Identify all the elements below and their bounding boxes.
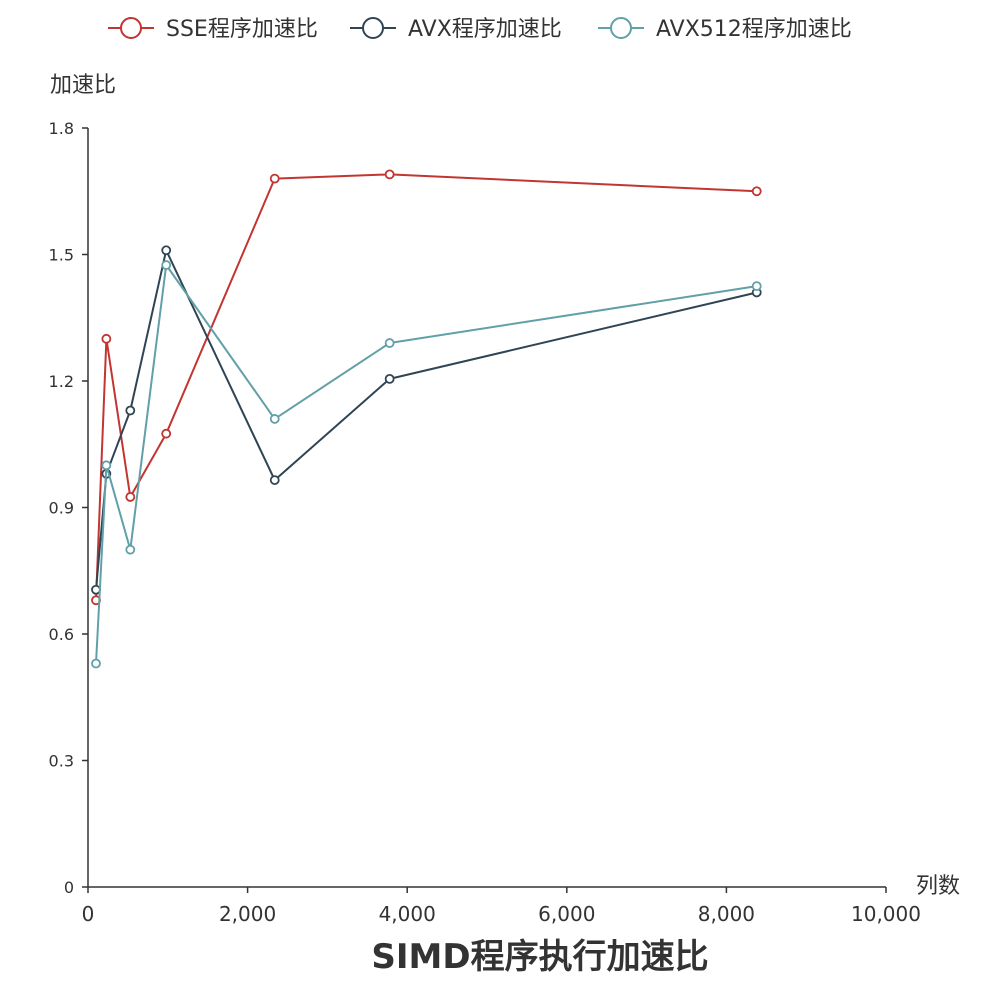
x-tick-label: 4,000: [379, 902, 436, 926]
y-tick-label: 0.3: [49, 752, 74, 771]
chart-title: SIMD程序执行加速比: [371, 937, 708, 977]
data-point: [384, 373, 395, 384]
x-tick-label: 6,000: [538, 902, 595, 926]
x-axis-label: 列数: [916, 874, 960, 899]
data-point: [161, 245, 172, 256]
x-tick-label: 8,000: [698, 902, 755, 926]
data-point: [384, 338, 395, 348]
data-point: [161, 428, 172, 439]
data-point: [269, 475, 280, 485]
y-tick-label: 0: [64, 878, 74, 897]
x-tick-label: 0: [82, 902, 95, 926]
data-point: [269, 173, 280, 184]
data-point: [125, 544, 136, 555]
series-2: [91, 245, 762, 595]
legend-label: SSE程序加速比: [166, 17, 318, 42]
y-tick-label: 1.5: [49, 246, 74, 265]
legend-marker: [120, 17, 142, 39]
data-point: [125, 405, 136, 416]
series-line: [95, 264, 757, 664]
y-tick-label: 0.9: [49, 499, 74, 518]
legend-marker: [362, 17, 384, 39]
y-tick-label: 0.6: [49, 625, 74, 644]
legend-label: AVX512程序加速比: [656, 17, 852, 42]
data-point: [91, 658, 101, 669]
series-3: [91, 260, 762, 669]
x-tick-label: 10,000: [851, 902, 921, 926]
y-tick-label: 1.8: [49, 119, 74, 138]
data-point: [751, 186, 762, 197]
data-point: [125, 492, 136, 502]
series-1: [91, 169, 762, 606]
data-point: [751, 281, 762, 292]
data-point: [161, 260, 172, 270]
x-axis: 0 2,000 4,000 6,000 8,000 10,000: [82, 886, 921, 926]
series-line: [95, 173, 757, 601]
x-tick-label: 2,000: [219, 902, 276, 926]
legend-label: AVX程序加速比: [408, 17, 562, 42]
data-point: [101, 333, 112, 344]
legend-item-1[interactable]: SSE程序加速比: [108, 17, 318, 42]
legend: SSE程序加速比 AVX程序加速比 AVX512程序加速比: [108, 17, 852, 42]
data-point: [101, 460, 112, 471]
data-point: [269, 414, 280, 424]
y-tick-label: 1.2: [49, 372, 74, 391]
legend-item-3[interactable]: AVX512程序加速比: [598, 17, 852, 42]
legend-marker: [610, 17, 632, 39]
legend-item-2[interactable]: AVX程序加速比: [350, 17, 562, 42]
data-point: [384, 169, 395, 180]
y-axis: 0 0.3 0.6 0.9 1.2 1.5 1.8: [49, 119, 89, 897]
series-layer: [91, 169, 762, 669]
y-axis-label: 加速比: [50, 73, 116, 98]
